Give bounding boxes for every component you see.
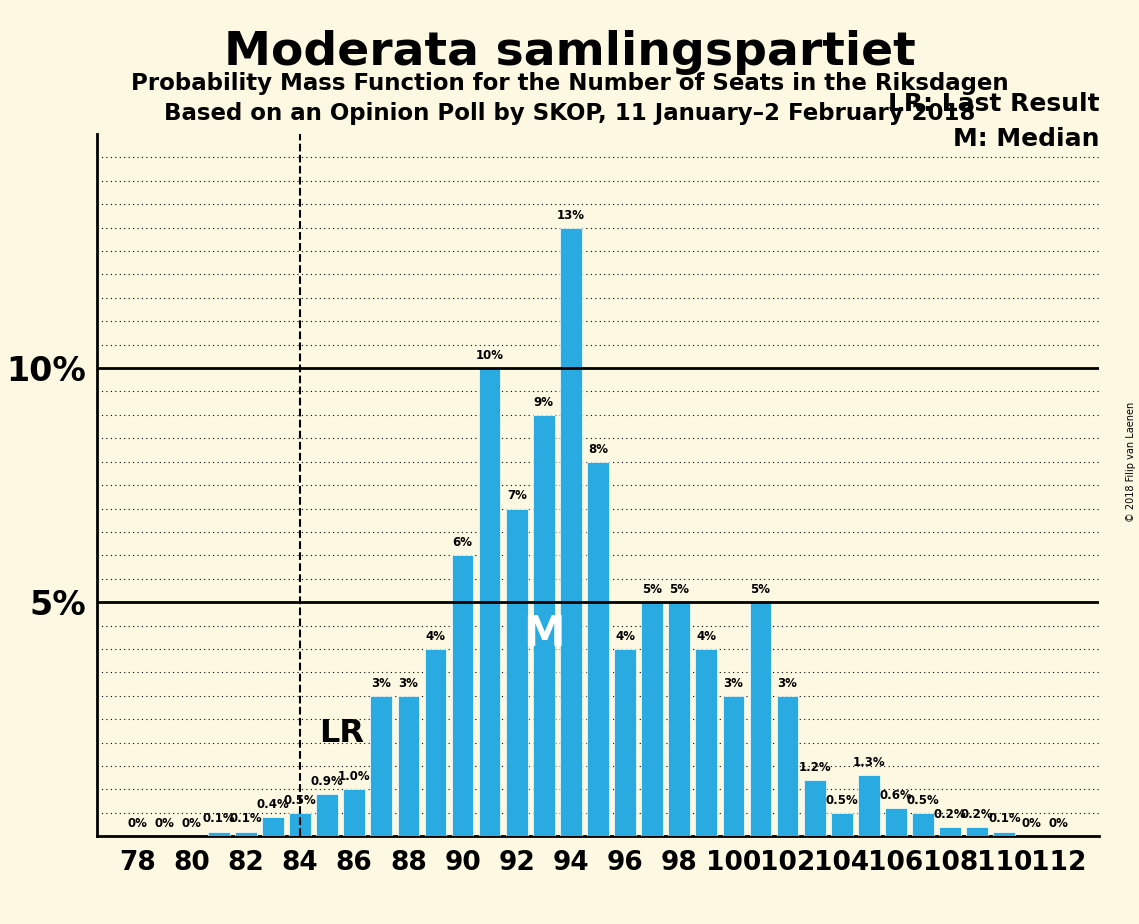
Text: 0.5%: 0.5%: [907, 794, 940, 807]
Text: 0.2%: 0.2%: [961, 808, 993, 821]
Text: 4%: 4%: [426, 630, 445, 643]
Bar: [940, 827, 961, 836]
Text: M: Median: M: Median: [952, 127, 1099, 151]
Text: 4%: 4%: [615, 630, 636, 643]
Text: 3%: 3%: [723, 676, 744, 689]
Bar: [506, 508, 527, 836]
Text: LR: Last Result: LR: Last Result: [887, 91, 1099, 116]
Bar: [696, 649, 718, 836]
Text: 3%: 3%: [778, 676, 797, 689]
Text: 5%: 5%: [751, 583, 770, 596]
Bar: [912, 813, 934, 836]
Text: 0.5%: 0.5%: [284, 794, 317, 807]
Bar: [452, 555, 474, 836]
Bar: [235, 832, 256, 836]
Text: 0.1%: 0.1%: [229, 812, 262, 825]
Text: 0.5%: 0.5%: [826, 794, 858, 807]
Text: 0.1%: 0.1%: [203, 812, 235, 825]
Bar: [370, 696, 392, 836]
Text: LR: LR: [319, 718, 364, 748]
Text: 0.4%: 0.4%: [256, 798, 289, 811]
Bar: [289, 813, 311, 836]
Text: Based on an Opinion Poll by SKOP, 11 January–2 February 2018: Based on an Opinion Poll by SKOP, 11 Jan…: [164, 102, 975, 125]
Bar: [262, 818, 284, 836]
Bar: [993, 832, 1015, 836]
Bar: [343, 789, 364, 836]
Bar: [587, 462, 609, 836]
Bar: [966, 827, 988, 836]
Text: 1.3%: 1.3%: [853, 756, 885, 770]
Bar: [641, 602, 663, 836]
Text: © 2018 Filip van Laenen: © 2018 Filip van Laenen: [1126, 402, 1136, 522]
Text: 0.2%: 0.2%: [934, 808, 967, 821]
Text: 0.9%: 0.9%: [311, 775, 344, 788]
Bar: [478, 368, 500, 836]
Bar: [885, 808, 907, 836]
Text: 0%: 0%: [1049, 817, 1068, 830]
Text: 10%: 10%: [476, 349, 503, 362]
Text: 0.1%: 0.1%: [988, 812, 1021, 825]
Text: 0.6%: 0.6%: [879, 789, 912, 802]
Bar: [317, 794, 338, 836]
Bar: [560, 227, 582, 836]
Bar: [858, 775, 879, 836]
Bar: [777, 696, 798, 836]
Bar: [208, 832, 230, 836]
Text: 8%: 8%: [588, 443, 608, 456]
Text: Probability Mass Function for the Number of Seats in the Riksdagen: Probability Mass Function for the Number…: [131, 72, 1008, 95]
Bar: [804, 780, 826, 836]
Text: 1.0%: 1.0%: [338, 771, 370, 784]
Text: 3%: 3%: [371, 676, 391, 689]
Bar: [722, 696, 744, 836]
Text: 0%: 0%: [155, 817, 174, 830]
Text: 5%: 5%: [642, 583, 662, 596]
Text: M: M: [523, 613, 565, 655]
Text: 6%: 6%: [452, 536, 473, 549]
Bar: [614, 649, 636, 836]
Bar: [398, 696, 419, 836]
Bar: [669, 602, 690, 836]
Text: 3%: 3%: [399, 676, 418, 689]
Text: 1.2%: 1.2%: [798, 761, 831, 774]
Bar: [831, 813, 853, 836]
Text: 5%: 5%: [670, 583, 689, 596]
Text: 0%: 0%: [1022, 817, 1041, 830]
Text: 7%: 7%: [507, 490, 526, 503]
Bar: [749, 602, 771, 836]
Text: 0%: 0%: [182, 817, 202, 830]
Text: 13%: 13%: [557, 209, 585, 222]
Text: 0%: 0%: [128, 817, 147, 830]
Text: 9%: 9%: [534, 395, 554, 408]
Text: 4%: 4%: [696, 630, 716, 643]
Text: Moderata samlingspartiet: Moderata samlingspartiet: [223, 30, 916, 75]
Bar: [425, 649, 446, 836]
Bar: [533, 415, 555, 836]
